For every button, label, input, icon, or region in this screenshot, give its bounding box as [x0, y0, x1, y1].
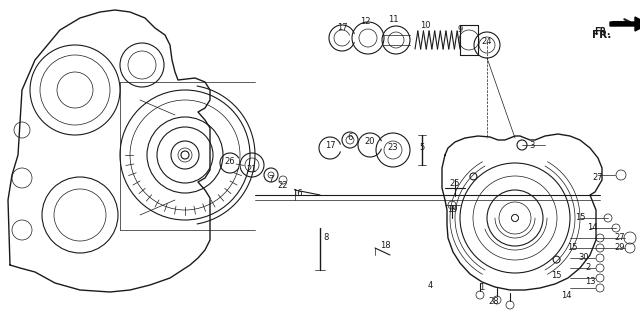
Text: 10: 10 [420, 21, 430, 29]
Text: 13: 13 [585, 277, 595, 287]
Text: 17: 17 [337, 23, 348, 33]
Text: 8: 8 [323, 234, 329, 243]
Text: 26: 26 [225, 158, 236, 166]
Text: 18: 18 [380, 241, 390, 249]
Text: 21: 21 [247, 165, 257, 174]
Text: 6: 6 [348, 133, 353, 143]
Polygon shape [610, 17, 640, 31]
Text: 22: 22 [278, 180, 288, 190]
Text: 24: 24 [482, 37, 492, 47]
Text: 4: 4 [428, 281, 433, 289]
Text: 14: 14 [587, 223, 597, 232]
Text: 2: 2 [586, 263, 591, 273]
Text: 27: 27 [593, 173, 604, 183]
Text: 20: 20 [365, 138, 375, 146]
Text: 1: 1 [479, 283, 484, 293]
Text: FR.: FR. [594, 27, 612, 37]
Text: 3: 3 [529, 140, 534, 150]
Text: 9: 9 [458, 25, 463, 35]
Text: 29: 29 [615, 243, 625, 253]
Text: 17: 17 [324, 140, 335, 150]
Text: 15: 15 [575, 214, 585, 223]
Text: 15: 15 [567, 243, 577, 253]
Text: 19: 19 [447, 205, 457, 215]
Text: 15: 15 [551, 270, 561, 280]
Text: 14: 14 [561, 290, 572, 300]
Text: FR.: FR. [592, 30, 611, 40]
Text: 28: 28 [489, 297, 499, 307]
Text: 12: 12 [360, 17, 371, 27]
Text: 23: 23 [388, 144, 398, 152]
Text: 27: 27 [614, 234, 625, 243]
Text: 25: 25 [450, 178, 460, 187]
Text: 11: 11 [388, 16, 398, 24]
Text: 7: 7 [268, 176, 274, 184]
Text: 5: 5 [419, 144, 424, 152]
Text: 16: 16 [292, 189, 302, 197]
Text: 30: 30 [579, 254, 589, 262]
